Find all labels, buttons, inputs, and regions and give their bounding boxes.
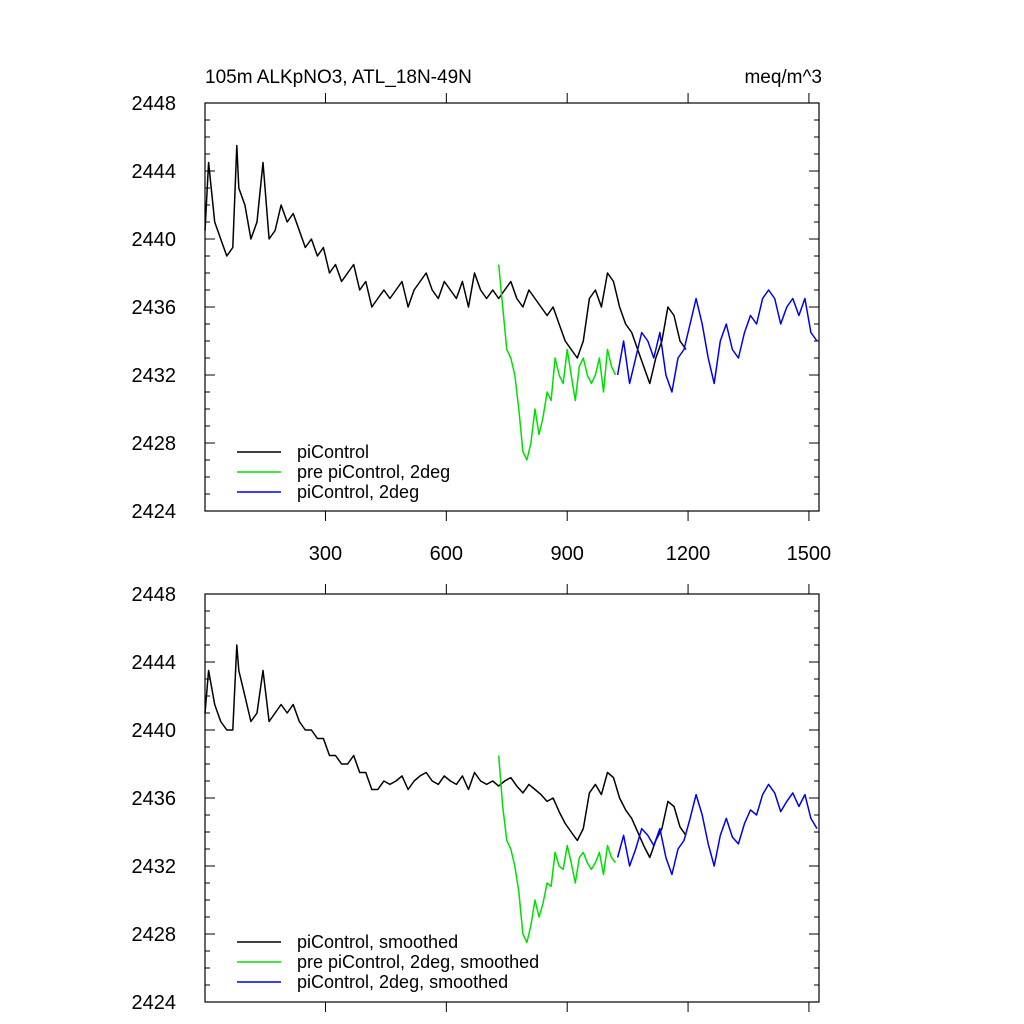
y-tick-label: 2444 [132, 652, 177, 674]
series-line-3 [616, 783, 818, 876]
y-tick-label: 2448 [132, 584, 177, 606]
y-tick-label: 2424 [132, 992, 177, 1014]
x-tick-label: 600 [430, 543, 463, 565]
legend-label: piControl, smoothed [297, 932, 458, 952]
bottom-panel-series [204, 644, 818, 944]
bottom-panel: 2424 2428 2432 2436 2440 2444 2448 piControl, … [132, 584, 820, 1014]
title-right: meq/m^3 [744, 67, 822, 88]
legend-label: piControl [297, 442, 369, 462]
title-left: 105m ALKpNO3, ATL_18N-49N [205, 67, 472, 88]
series-line-2 [497, 264, 617, 461]
y-tick-label: 2440 [132, 229, 177, 251]
top-panel: 105m ALKpNO3, ATL_18N-49N meq/m^3 242424… [132, 67, 832, 565]
top-plot-frame [204, 102, 820, 512]
series-line-1 [204, 144, 687, 385]
legend-label: pre piControl, 2deg, smoothed [297, 952, 539, 972]
series-line-3 [616, 289, 818, 393]
legend-label: piControl, 2deg, smoothed [297, 972, 508, 992]
y-tick-label: 2444 [132, 161, 177, 183]
top-panel-ticks [205, 93, 819, 521]
y-tick-label: 2436 [132, 788, 177, 810]
bottom-panel-ticks [205, 584, 819, 1012]
top-panel-x-tick-labels: 300 600 900 1200 1500 [309, 543, 831, 565]
y-tick-label: 2432 [132, 856, 177, 878]
y-tick-label: 2428 [132, 924, 177, 946]
top-panel-y-tick-labels: 2424 2428 2432 2436 2440 2444 2448 [132, 93, 177, 523]
bottom-panel-y-tick-labels: 2424 2428 2432 2436 2440 2444 2448 [132, 584, 177, 1014]
x-tick-label: 1500 [787, 543, 832, 565]
legend-label: pre piControl, 2deg [297, 462, 450, 482]
series-line-1 [204, 644, 687, 859]
x-tick-label: 900 [551, 543, 584, 565]
top-panel-series [204, 144, 818, 461]
y-tick-label: 2440 [132, 720, 177, 742]
x-tick-label: 300 [309, 543, 342, 565]
x-tick-label: 1200 [666, 543, 711, 565]
y-tick-label: 2428 [132, 433, 177, 455]
legend-label: piControl, 2deg [297, 482, 419, 502]
y-tick-label: 2424 [132, 501, 177, 523]
y-tick-label: 2436 [132, 297, 177, 319]
y-tick-label: 2448 [132, 93, 177, 115]
series-line-2 [497, 755, 617, 944]
y-tick-label: 2432 [132, 365, 177, 387]
bottom-plot-frame [204, 593, 820, 1003]
